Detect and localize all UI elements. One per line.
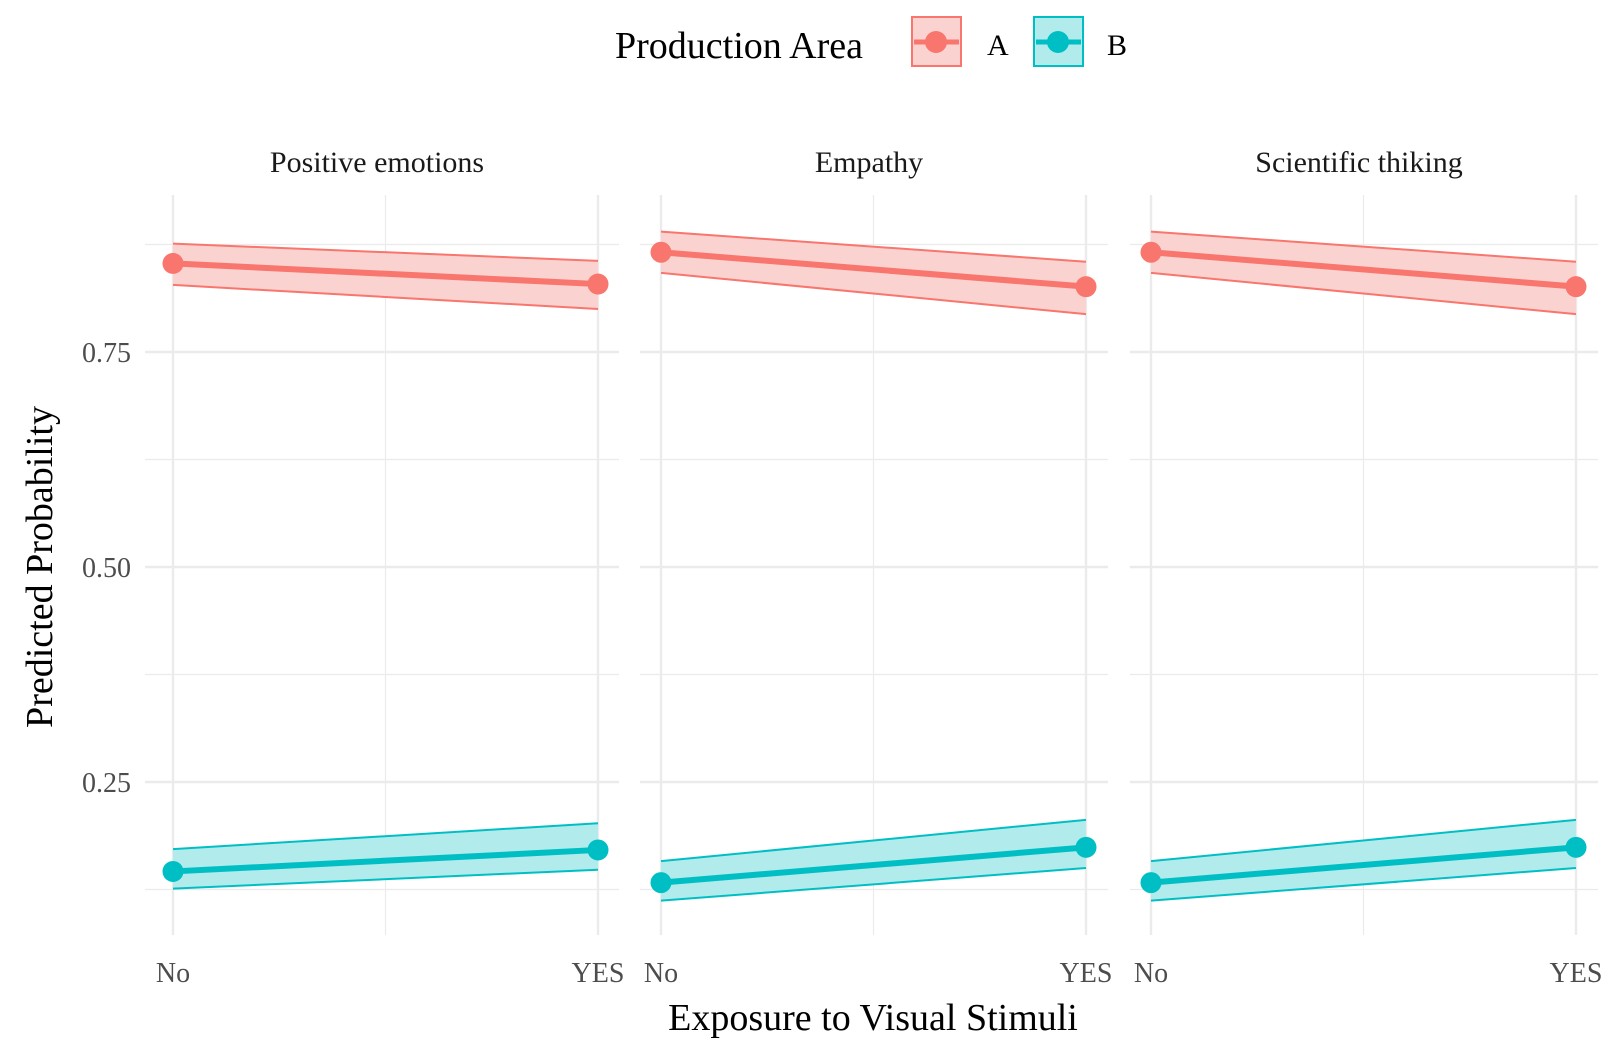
data-point-yes xyxy=(1565,836,1587,858)
series-a xyxy=(1140,230,1587,316)
legend-key-a-point xyxy=(925,31,947,53)
x-tick-label-yes: YES xyxy=(1550,958,1603,989)
data-point-no xyxy=(1140,872,1162,894)
legend-key-b xyxy=(1033,16,1084,67)
gridlines xyxy=(640,195,1108,935)
ribbon-lower-bound xyxy=(172,283,599,310)
data-point-yes xyxy=(1075,836,1097,858)
series-a xyxy=(162,242,609,310)
legend-title: Production Area xyxy=(615,25,863,67)
ribbon-upper-bound xyxy=(1150,818,1577,863)
gridlines xyxy=(1130,195,1598,935)
ribbon-upper-bound xyxy=(172,822,599,851)
data-point-yes xyxy=(587,273,609,295)
data-point-yes xyxy=(587,839,609,861)
ribbon-lower-bound xyxy=(1150,271,1577,316)
y-axis: 0.25 0.50 0.75 xyxy=(82,338,131,799)
data-point-no xyxy=(650,872,672,894)
confidence-ribbon xyxy=(661,819,1086,901)
ribbon-lower-bound xyxy=(660,867,1087,902)
y-tick-label-1: 0.50 xyxy=(82,553,131,584)
series-line xyxy=(1150,844,1577,886)
confidence-ribbon xyxy=(1151,231,1576,315)
data-point-no xyxy=(1140,241,1162,263)
series-line xyxy=(172,846,599,875)
legend-label-a: A xyxy=(987,29,1009,62)
facet-label: Scientific thiking xyxy=(1255,146,1462,179)
series-b xyxy=(1140,818,1587,902)
series-line xyxy=(172,260,599,288)
data-point-yes xyxy=(1075,276,1097,298)
series-b xyxy=(650,818,1097,902)
data-point-no xyxy=(162,252,184,274)
x-tick-label-no: No xyxy=(156,958,190,989)
legend: Production Area A B xyxy=(615,16,1127,67)
ribbon-upper-bound xyxy=(660,230,1087,263)
data-point-no xyxy=(162,860,184,882)
facet-label: Positive emotions xyxy=(270,146,484,179)
x-tick-label-no: No xyxy=(644,958,678,989)
confidence-ribbon xyxy=(1151,819,1576,901)
y-tick-label-2: 0.75 xyxy=(82,338,131,369)
y-axis-title: Predicted Probability xyxy=(19,406,61,728)
series-a xyxy=(650,230,1097,316)
facet-panel-scientific-thinking: Scientific thiking No YES xyxy=(1130,146,1602,989)
ribbon-upper-bound xyxy=(660,818,1087,863)
legend-key-a xyxy=(911,16,962,67)
ribbon-lower-bound xyxy=(1150,867,1577,902)
y-tick-label-0: 0.25 xyxy=(82,768,131,799)
series-line xyxy=(660,844,1087,886)
ribbon-upper-bound xyxy=(172,242,599,262)
series-line xyxy=(1150,249,1577,290)
ribbon-lower-bound xyxy=(660,271,1087,316)
x-axis-title: Exposure to Visual Stimuli xyxy=(668,997,1078,1039)
series-line xyxy=(660,249,1087,290)
data-point-no xyxy=(650,241,672,263)
x-tick-label-no: No xyxy=(1134,958,1168,989)
data-point-yes xyxy=(1565,276,1587,298)
series-b xyxy=(162,822,609,890)
ribbon-upper-bound xyxy=(1150,230,1577,263)
confidence-ribbon xyxy=(173,823,598,889)
confidence-ribbon xyxy=(661,231,1086,315)
x-tick-label-yes: YES xyxy=(1060,958,1113,989)
facet-panel-positive-emotions: Positive emotions No YES xyxy=(145,146,624,989)
gridlines xyxy=(145,195,619,935)
x-tick-label-yes: YES xyxy=(572,958,625,989)
legend-key-b-point xyxy=(1047,31,1069,53)
ribbon-lower-bound xyxy=(172,868,599,890)
legend-label-b: B xyxy=(1107,29,1127,62)
facet-label: Empathy xyxy=(815,146,923,179)
facet-panel-empathy: Empathy No YES xyxy=(640,146,1112,989)
